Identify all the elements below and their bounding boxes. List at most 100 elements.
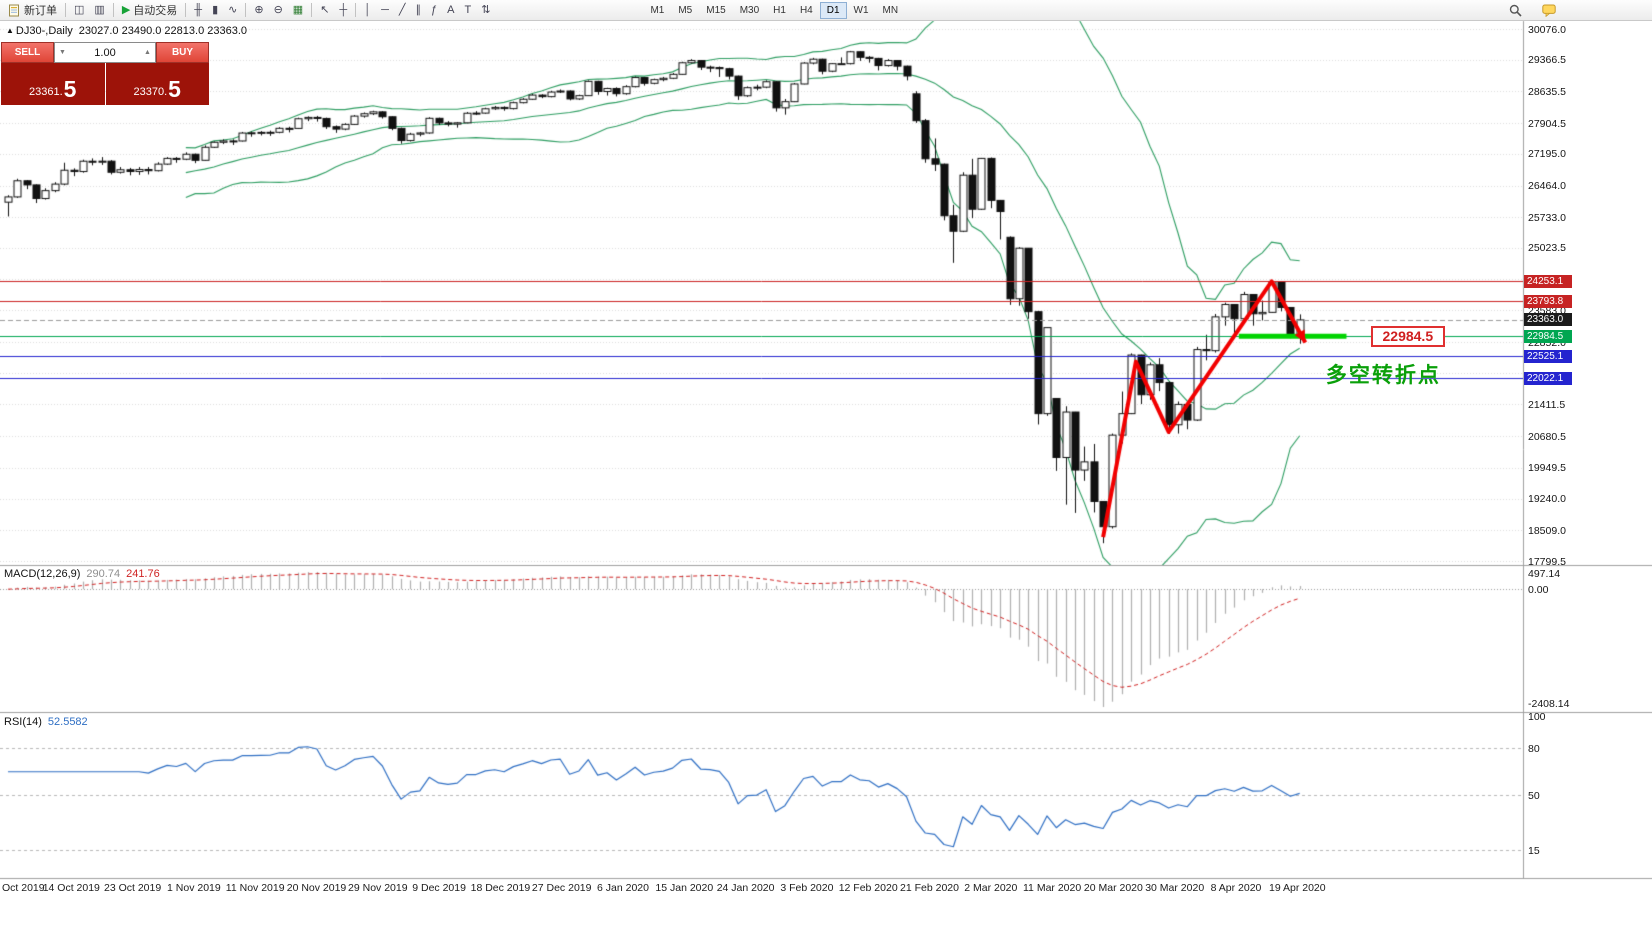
toolbar-separator xyxy=(311,3,313,17)
support-price-callout[interactable]: 22984.5 xyxy=(1370,326,1445,348)
timeframe-group: M1 M5 M15 M30 H1 H4 D1 W1 MN xyxy=(643,1,905,19)
date-axis-label: 15 Jan 2020 xyxy=(655,882,714,894)
date-axis-label: 11 Nov 2019 xyxy=(225,882,285,894)
cursor-button[interactable]: ↖ xyxy=(315,2,334,19)
price-scale-label: 20680.5 xyxy=(1528,430,1566,443)
toolbar-separator xyxy=(185,3,187,17)
timeframe-button-m30[interactable]: M30 xyxy=(739,4,760,16)
rsi-scale-label: 80 xyxy=(1528,742,1540,755)
community-chat-button[interactable] xyxy=(1537,2,1561,19)
buy-price-display[interactable]: 23370. 5 xyxy=(105,63,209,105)
timeframe-button-m5[interactable]: M5 xyxy=(678,4,693,16)
bar-chart-type-button[interactable]: ╫ xyxy=(189,2,207,19)
date-axis-label: 27 Dec 2019 xyxy=(531,882,592,894)
price-scale-label: 26464.0 xyxy=(1528,180,1566,193)
date-axis-label: 9 Dec 2019 xyxy=(412,882,466,894)
fibonacci-button[interactable]: ƒ xyxy=(426,2,442,19)
bar-chart-icon: ╫ xyxy=(194,3,203,16)
trendline-button[interactable]: ╱ xyxy=(394,2,411,19)
zoom-out-button[interactable]: ⊖ xyxy=(269,2,288,19)
volume-increase-icon[interactable]: ▲ xyxy=(144,49,151,56)
date-axis-label: 21 Feb 2020 xyxy=(900,882,959,894)
chart-window-icon: ◫ xyxy=(74,3,85,16)
arrows-button[interactable]: ⇅ xyxy=(476,2,495,19)
macd-name: MACD(12,26,9) xyxy=(4,568,81,580)
macd-indicator-label: MACD(12,26,9) 290.74 241.76 xyxy=(4,568,160,580)
charts-menu-button[interactable]: ◫ xyxy=(69,2,89,19)
resistance-price-badge: 24253.1 xyxy=(1524,274,1572,288)
timeframe-button-h1[interactable]: H1 xyxy=(773,4,786,16)
price-scale-label: 27904.5 xyxy=(1528,117,1566,130)
turning-point-annotation: 多空转折点 xyxy=(1325,364,1441,388)
label-button[interactable]: T xyxy=(459,2,476,19)
rsi-value: 52.5582 xyxy=(47,716,88,728)
date-axis-label: 23 Oct 2019 xyxy=(103,882,162,894)
hline-icon: ─ xyxy=(381,3,389,16)
timeframe-button-mn[interactable]: MN xyxy=(882,4,899,16)
text-icon: A xyxy=(447,3,455,16)
text-button[interactable]: A xyxy=(442,2,459,19)
profiles-icon: ▥ xyxy=(94,3,105,16)
chart-title: ▲ DJ30-,Daily 23027.0 23490.0 22813.0 2336… xyxy=(6,25,247,37)
sell-button[interactable]: SELL xyxy=(1,42,54,63)
candle-chart-type-button[interactable]: ▮ xyxy=(207,2,223,19)
vertical-line-button[interactable]: │ xyxy=(359,2,376,19)
timeframe-button-h4[interactable]: H4 xyxy=(799,4,813,16)
support-price-badge: 22022.1 xyxy=(1524,371,1572,385)
macd-signal-value: 241.76 xyxy=(126,568,160,580)
support-price-badge: 22984.5 xyxy=(1524,329,1572,343)
candle-chart-icon: ▮ xyxy=(212,3,219,16)
date-axis-label: Oct 2019 xyxy=(2,882,45,894)
label-icon: T xyxy=(464,3,472,16)
toolbar-separator xyxy=(112,3,114,17)
date-axis-label: 20 Nov 2019 xyxy=(286,882,347,894)
trade-panel-top-row: SELL ▼ 1.00 ▲ BUY xyxy=(1,42,209,63)
rsi-scale-label: 15 xyxy=(1528,845,1540,858)
price-scale-label: 21411.5 xyxy=(1528,398,1566,411)
timeframe-button-w1[interactable]: W1 xyxy=(853,4,869,16)
date-axis-label: 11 Mar 2020 xyxy=(1023,882,1082,894)
zoom-in-button[interactable]: ⊕ xyxy=(249,2,268,19)
new-order-button[interactable]: 新订单 xyxy=(3,2,62,19)
new-order-icon xyxy=(8,4,21,17)
price-scale-label: 19949.5 xyxy=(1528,462,1566,475)
macd-main-value: 290.74 xyxy=(86,568,121,580)
autotrade-button[interactable]: ▶ 自动交易 xyxy=(117,2,182,19)
date-axis-label: 19 Apr 2020 xyxy=(1268,882,1326,894)
price-scale-label: 25023.5 xyxy=(1528,242,1566,255)
sell-price-big-digit: 5 xyxy=(63,76,77,102)
price-scale-label: 17799.5 xyxy=(1528,555,1566,568)
vline-icon: │ xyxy=(364,3,372,16)
line-chart-icon: ∿ xyxy=(228,3,238,16)
price-scale-label: 18509.0 xyxy=(1528,524,1566,537)
symbol-period-label: DJ30-,Daily xyxy=(15,25,73,37)
horizontal-line-button[interactable]: ─ xyxy=(376,2,394,19)
toolbar-right-group xyxy=(1504,2,1561,19)
date-axis-label: 2 Mar 2020 xyxy=(964,882,1018,894)
profiles-menu-button[interactable]: ▥ xyxy=(89,2,109,19)
current-price-badge: 23363.0 xyxy=(1524,313,1572,327)
one-click-trading-panel: SELL ▼ 1.00 ▲ BUY 23361. 5 23370. 5 xyxy=(1,42,209,105)
price-scale-label: 25733.0 xyxy=(1528,211,1566,224)
sell-price-display[interactable]: 23361. 5 xyxy=(1,63,105,105)
sell-price-main: 23361. xyxy=(29,86,63,98)
new-order-label: 新订单 xyxy=(24,5,57,17)
rsi-name: RSI(14) xyxy=(4,716,42,728)
price-scale-label: 28635.5 xyxy=(1528,85,1566,98)
crosshair-button[interactable]: ┼ xyxy=(334,2,352,19)
timeframe-button-d1[interactable]: D1 xyxy=(819,1,847,19)
price-scale-label: 29366.5 xyxy=(1528,54,1566,67)
trade-panel-price-row: 23361. 5 23370. 5 xyxy=(1,63,209,105)
buy-button[interactable]: BUY xyxy=(156,42,209,63)
timeframe-button-m1[interactable]: M1 xyxy=(650,4,665,16)
equidistant-channel-button[interactable]: ∥ xyxy=(411,2,427,19)
search-button[interactable] xyxy=(1504,2,1527,19)
line-chart-type-button[interactable]: ∿ xyxy=(223,2,242,19)
grid-button[interactable]: ▦ xyxy=(288,2,308,19)
volume-field[interactable]: ▼ 1.00 ▲ xyxy=(54,42,156,63)
volume-decrease-icon[interactable]: ▼ xyxy=(59,49,66,56)
date-axis-label: 20 Mar 2020 xyxy=(1083,882,1143,894)
timeframe-button-m15[interactable]: M15 xyxy=(706,4,726,16)
